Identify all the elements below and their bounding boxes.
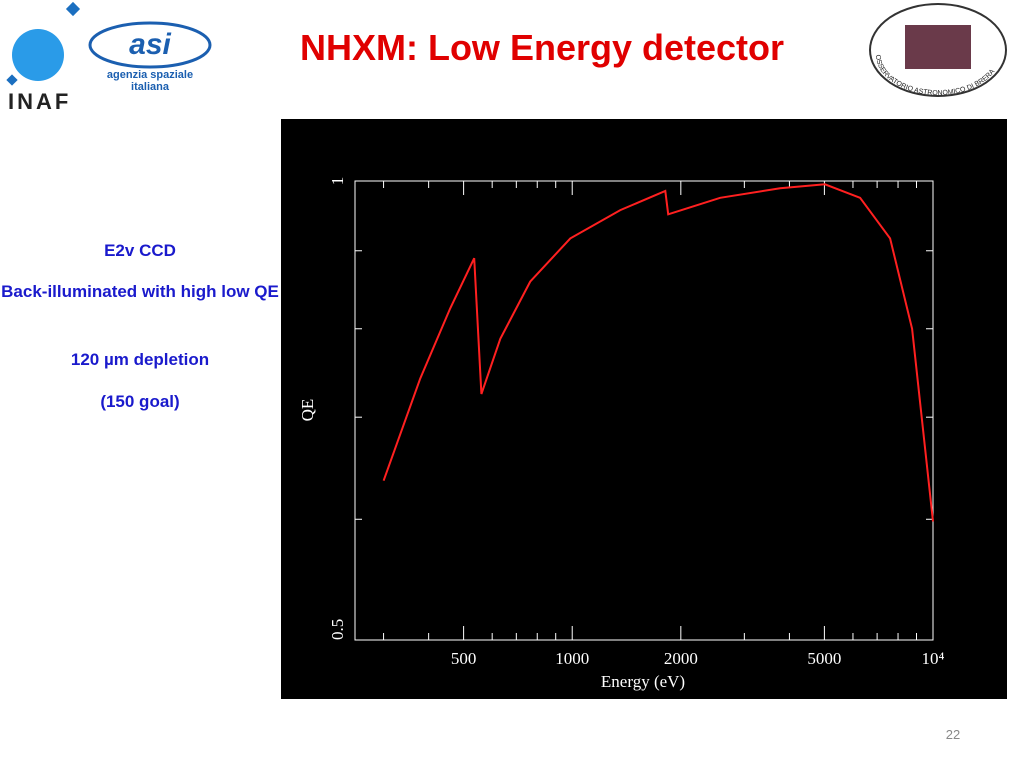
- asi-text: italiana: [131, 81, 170, 93]
- x-tick-label: 10⁴: [922, 649, 945, 668]
- chart-background: [281, 119, 1007, 699]
- x-axis-label: Energy (eV): [601, 672, 685, 691]
- y-tick-label: 1: [328, 177, 347, 186]
- note: E2v CCD: [104, 241, 176, 260]
- plot-frame: [354, 180, 934, 641]
- brera-logo: OSSERVATORIO ASTRONOMICO DI BRERA: [869, 3, 1007, 97]
- inaf-logo: INAF: [6, 1, 81, 114]
- x-tick-label: 1000: [555, 649, 589, 668]
- qe-curve: [382, 183, 934, 522]
- note: (150 goal): [100, 392, 179, 411]
- svg-text:asi: asi: [129, 28, 171, 61]
- x-tick-label: 5000: [807, 649, 841, 668]
- asi-logo: asi agenzia spaziale italiana: [88, 21, 212, 93]
- y-tick-label: 0.5: [328, 619, 347, 640]
- asi-text: agenzia spaziale: [107, 69, 193, 81]
- x-tick-label: 2000: [664, 649, 698, 668]
- note: Back-illuminated with high low QE: [1, 282, 279, 301]
- x-tick-label: 500: [451, 649, 477, 668]
- slide-title: NHXM: Low Energy detector: [300, 27, 784, 68]
- note: 120 µm depletion: [71, 350, 209, 369]
- inaf-text: INAF: [8, 89, 71, 114]
- plot: 500 1000 2000 5000 10⁴ 0.5 1: [328, 177, 945, 668]
- y-axis-label: QE: [298, 399, 317, 422]
- page-number: 22: [946, 727, 960, 742]
